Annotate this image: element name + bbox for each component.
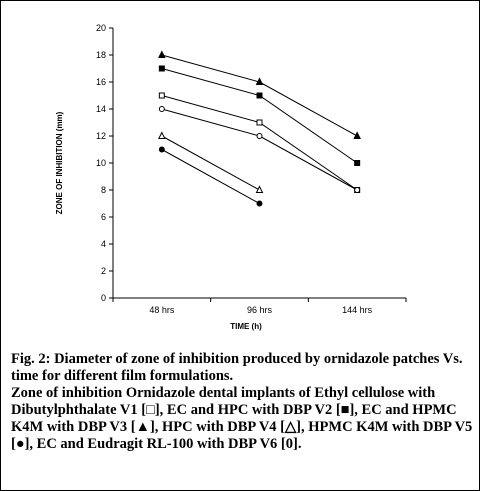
data-point [354,187,361,193]
series-line [161,135,260,191]
x-tick-label: 48 hrs [149,305,175,315]
data-point [158,106,165,112]
series-4 [158,106,361,193]
data-point [158,92,165,99]
x-tick-label: 96 hrs [247,305,273,315]
data-point [255,185,264,193]
y-tick-label: 6 [101,212,106,222]
x-ticks: 48 hrs 96 hrs 144 hrs [112,298,407,315]
series-3 [158,92,361,193]
y-axis-label: ZONE OF INHIBITION (mm) [55,111,64,214]
y-tick-label: 4 [101,239,106,249]
line-chart: 0 2 4 6 8 10 12 14 16 18 20 48 hrs 96 hrs 144 hrs ZO… [55,23,407,331]
series-5 [158,131,264,193]
y-tick-label: 12 [96,131,106,141]
data-point [256,200,263,207]
data-point [256,119,263,126]
y-tick-label: 14 [96,104,106,114]
y-tick-label: 10 [96,158,106,168]
series-1 [158,50,361,139]
data-point [158,50,166,58]
y-tick-label: 20 [96,23,106,33]
data-point [256,92,263,99]
y-tick-label: 0 [101,293,106,303]
data-point [158,65,165,72]
y-ticks: 0 2 4 6 8 10 12 14 16 18 20 [96,23,113,303]
y-tick-label: 8 [101,185,106,195]
x-tick-label: 144 hrs [342,305,373,315]
series-layer [158,50,361,207]
data-point [256,133,263,139]
figure-caption: Fig. 2: Diameter of zone of inhibition p… [11,351,473,453]
axes [112,28,406,299]
data-point [158,131,166,139]
y-tick-label: 18 [96,50,106,60]
series-6 [158,146,263,207]
x-axis-label: TIME (h) [230,322,262,331]
y-tick-label: 16 [96,77,106,87]
caption-description: Zone of inhibition Ornidazole dental imp… [11,385,473,452]
data-point [158,146,165,153]
series-2 [158,65,361,166]
data-point [353,131,361,139]
series-line [161,149,260,204]
y-tick-label: 2 [101,266,106,276]
caption-title: Fig. 2: Diameter of zone of inhibition p… [11,351,463,384]
data-point [255,77,264,85]
data-point [354,160,361,166]
